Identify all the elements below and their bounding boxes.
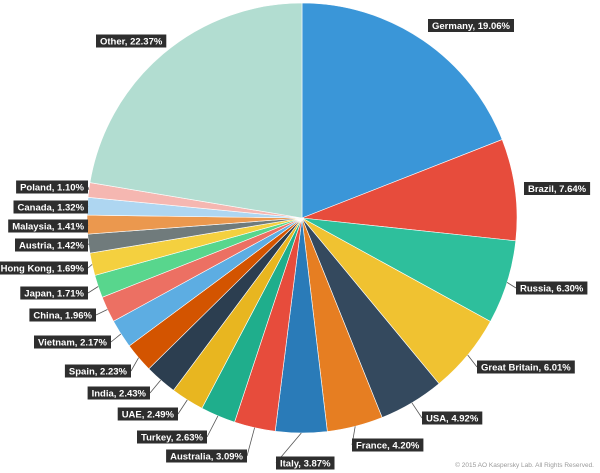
slice-label-box-germany	[428, 19, 514, 32]
slice-label-canada: Canada, 1.32%	[13, 200, 88, 214]
slice-label-italy: Italy, 3.87%	[276, 456, 335, 470]
slice-label-uae: UAE, 2.49%	[117, 407, 178, 421]
slice-label-box-france	[352, 438, 424, 452]
slice-label-box-australia	[166, 449, 247, 463]
slice-label-turkey: Turkey, 2.63%	[137, 430, 207, 444]
slice-labels: Germany, 19.06% Brazil, 7.64% Russia, 6.30…	[0, 19, 591, 470]
slice-label-russia: Russia, 6.30%	[516, 281, 588, 295]
slice-other	[89, 2, 303, 219]
slice-label-box-usa	[422, 411, 483, 425]
slice-label-box-china	[29, 308, 96, 322]
slice-label-text-spain: Spain, 2.23%	[69, 366, 128, 377]
leader-line-vietnam	[110, 333, 122, 343]
leader-line-great-britain	[467, 354, 478, 368]
leader-line-russia	[506, 282, 517, 289]
slice-label-text-france: France, 4.20%	[356, 440, 420, 451]
slice-label-germany: Germany, 19.06%	[428, 19, 514, 32]
slice-label-japan: Japan, 1.71%	[20, 286, 88, 300]
slice-label-hong-kong: Hong Kong, 1.69%	[0, 261, 89, 275]
slice-label-text-russia: Russia, 6.30%	[520, 283, 584, 294]
slice-label-poland: Poland, 1.10%	[16, 180, 89, 194]
slice-label-text-brazil: Brazil, 7.64%	[528, 184, 587, 195]
pie-slices	[86, 2, 518, 434]
slice-label-text-japan: Japan, 1.71%	[24, 288, 84, 299]
slice-label-text-turkey: Turkey, 2.63%	[141, 432, 204, 443]
leader-line-india	[149, 379, 162, 394]
slice-label-box-brazil	[524, 182, 591, 195]
copyright-notice: © 2015 AO Kaspersky Lab. All Rights Rese…	[455, 462, 594, 469]
leader-line-china	[95, 309, 108, 316]
slice-label-box-spain	[64, 364, 131, 378]
slice-label-text-uae: UAE, 2.49%	[122, 409, 175, 420]
slice-label-text-china: China, 1.96%	[33, 310, 92, 321]
slice-brazil	[301, 139, 518, 242]
slice-label-great-britain: Great Britain, 6.01%	[477, 360, 575, 374]
slice-label-text-usa: USA, 4.92%	[426, 413, 479, 424]
slice-label-malaysia: Malaysia, 1.41%	[8, 219, 89, 233]
slice-label-spain: Spain, 2.23%	[64, 364, 131, 378]
slice-label-austria: Austria, 1.42%	[15, 238, 88, 252]
slice-label-box-malaysia	[8, 219, 89, 233]
slice-label-box-other	[96, 34, 167, 48]
slice-label-usa: USA, 4.92%	[422, 411, 483, 425]
slice-label-text-canada: Canada, 1.32%	[18, 202, 85, 213]
leader-line-australia	[246, 427, 255, 457]
leader-line-usa	[411, 402, 423, 419]
slice-label-australia: Australia, 3.09%	[166, 449, 247, 463]
leader-line-spain	[130, 357, 139, 372]
slice-label-box-india	[87, 386, 150, 400]
leader-line-poland	[87, 186, 90, 191]
slice-label-text-poland: Poland, 1.10%	[20, 182, 84, 193]
leader-line-turkey	[206, 415, 219, 438]
slice-label-text-austria: Austria, 1.42%	[19, 240, 84, 251]
slice-label-box-turkey	[137, 430, 207, 444]
slice-label-box-poland	[16, 180, 89, 194]
slice-label-box-austria	[15, 238, 88, 252]
slice-label-box-russia	[516, 281, 588, 295]
slice-label-text-vietnam: Vietnam, 2.17%	[38, 337, 108, 348]
slice-label-box-vietnam	[34, 335, 111, 349]
slice-label-box-canada	[13, 200, 88, 214]
slice-label-text-malaysia: Malaysia, 1.41%	[12, 221, 84, 232]
slice-label-vietnam: Vietnam, 2.17%	[34, 335, 111, 349]
slice-label-text-germany: Germany, 19.06%	[432, 21, 511, 32]
leader-line-japan	[87, 286, 99, 294]
leader-line-uae	[177, 399, 188, 415]
slice-label-other: Other, 22.37%	[96, 34, 167, 48]
slice-label-box-italy	[276, 456, 335, 470]
slice-label-china: China, 1.96%	[29, 308, 96, 322]
leader-line-austria	[87, 243, 89, 246]
slice-label-text-hong-kong: Hong Kong, 1.69%	[1, 263, 85, 274]
slice-label-india: India, 2.43%	[87, 386, 150, 400]
slice-label-text-great-britain: Great Britain, 6.01%	[481, 362, 571, 373]
slice-label-box-japan	[20, 286, 88, 300]
slice-germany	[301, 2, 503, 219]
slice-label-text-italy: Italy, 3.87%	[280, 458, 331, 469]
slice-label-box-hong-kong	[0, 261, 89, 275]
slice-label-brazil: Brazil, 7.64%	[524, 182, 591, 195]
slice-label-box-great-britain	[477, 360, 575, 374]
leader-line-hong-kong	[87, 264, 93, 269]
slice-label-text-india: India, 2.43%	[92, 388, 147, 399]
slice-label-text-australia: Australia, 3.09%	[170, 451, 243, 462]
slice-label-france: France, 4.20%	[352, 438, 424, 452]
slice-label-box-uae	[117, 407, 178, 421]
slice-label-text-other: Other, 22.37%	[100, 36, 163, 47]
